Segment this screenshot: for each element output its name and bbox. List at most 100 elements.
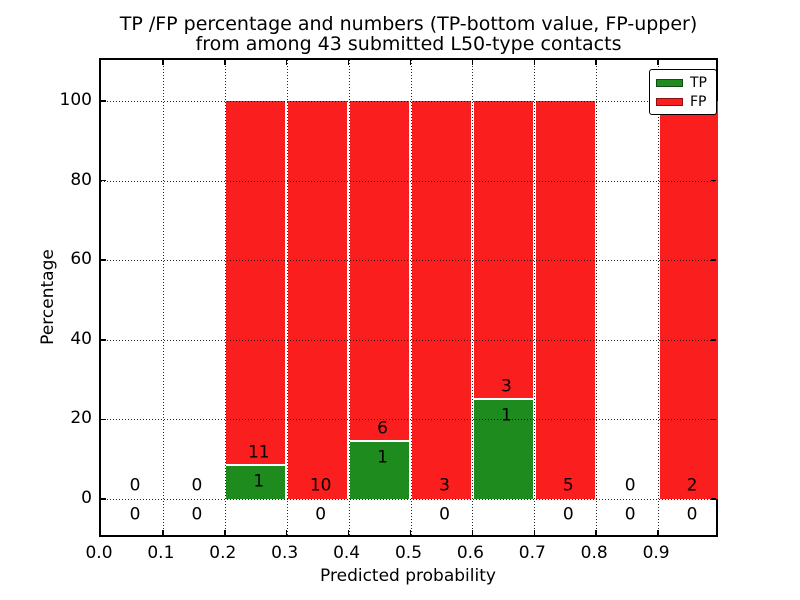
y-tick-left <box>101 418 106 421</box>
bar-count-tp: 0 <box>315 504 327 525</box>
y-tick-left <box>101 498 106 500</box>
x-tick-label: 0.0 <box>85 543 113 563</box>
x-tick-label: 0.5 <box>394 543 423 563</box>
bar-count-fp: 0 <box>191 475 203 496</box>
legend-label-tp: TP <box>690 74 707 91</box>
gridline-x <box>162 60 164 535</box>
bar-count-fp: 0 <box>624 475 636 496</box>
gridline-y <box>101 260 716 262</box>
bar-segment-fp <box>535 101 595 499</box>
y-tick-label: 100 <box>59 90 92 110</box>
y-tick-label: 60 <box>70 249 92 270</box>
bar-count-fp: 3 <box>500 376 512 396</box>
gridline-x <box>224 60 226 535</box>
bar-segment-fp <box>350 101 409 441</box>
bar-count-tp: 0 <box>686 504 698 525</box>
x-tick-bottom <box>409 530 412 535</box>
bar-segment-fp <box>288 101 348 499</box>
y-tick-right <box>711 179 716 182</box>
bar-count-fp: 0 <box>129 475 141 496</box>
bar-segment-fp <box>226 101 286 464</box>
chart-title-line1: TP /FP percentage and numbers (TP-bottom… <box>119 13 698 35</box>
gridline-y <box>101 180 716 182</box>
x-tick-label: 0.9 <box>642 543 670 563</box>
legend: TP FP <box>649 69 717 115</box>
bar-count-fp: 6 <box>377 418 389 439</box>
bar-count-tp: 0 <box>191 504 203 525</box>
bar-segment-tp <box>226 465 286 499</box>
y-tick-right <box>711 259 716 261</box>
y-tick-label: 20 <box>70 408 92 429</box>
x-tick-bottom <box>471 530 474 535</box>
x-tick-label: 0.6 <box>456 543 484 563</box>
x-tick-label: 0.1 <box>147 543 175 563</box>
chart-title: TP /FP percentage and numbers (TP-bottom… <box>99 13 718 54</box>
x-tick-bottom <box>285 530 288 535</box>
x-tick-label: 0.2 <box>209 543 237 563</box>
y-tick-left <box>101 259 106 261</box>
x-tick-top <box>347 60 350 65</box>
x-tick-top <box>224 60 226 65</box>
y-tick-right <box>711 498 716 500</box>
x-tick-label: 0.4 <box>333 543 361 563</box>
x-tick-label: 0.7 <box>518 543 546 563</box>
x-tick-bottom <box>533 530 536 535</box>
bar-count-tp: 1 <box>500 405 512 425</box>
legend-swatch-tp <box>656 78 683 87</box>
legend-entry-fp: FP <box>656 95 710 109</box>
bar-segment-tp <box>473 399 533 499</box>
x-axis-label: Predicted probability <box>320 566 496 586</box>
x-tick-top <box>471 60 474 65</box>
gridline-x <box>348 60 350 535</box>
y-tick-right <box>711 418 716 421</box>
gridline-x <box>472 60 474 535</box>
bar-segment-fp <box>412 101 471 499</box>
bar-segment-fp <box>659 101 719 499</box>
x-tick-top <box>162 60 164 65</box>
y-tick-label: 40 <box>70 328 92 349</box>
y-tick-label: 80 <box>70 169 92 190</box>
bar-segment-fp <box>473 101 533 398</box>
x-tick-label: 0.3 <box>271 543 299 563</box>
bar-count-fp: 10 <box>309 475 332 496</box>
y-tick-right <box>711 339 716 341</box>
bar-count-tp: 0 <box>624 504 636 525</box>
x-tick-bottom <box>162 530 164 535</box>
gridline-x <box>410 60 412 535</box>
x-tick-bottom <box>657 530 659 535</box>
gridline-x <box>286 60 288 535</box>
y-tick-left <box>101 100 106 102</box>
x-tick-top <box>285 60 288 65</box>
bar-count-tp: 0 <box>562 504 574 525</box>
y-tick-left <box>101 339 106 341</box>
x-tick-top <box>657 60 659 65</box>
x-tick-bottom <box>347 530 350 535</box>
bar-count-tp: 1 <box>377 447 389 468</box>
plot-area: TP FP 0 0 0 0 11 1 10 0 6 1 3 0 3 1 5 0 0 0 2 0 <box>99 58 719 537</box>
x-tick-bottom <box>224 530 226 535</box>
bar-count-fp: 3 <box>439 475 450 496</box>
y-tick-label: 0 <box>81 488 92 508</box>
legend-label-fp: FP <box>690 93 707 110</box>
x-tick-top <box>409 60 412 65</box>
legend-entry-tp: TP <box>656 76 710 90</box>
x-tick-top <box>595 60 597 65</box>
bar-count-tp: 0 <box>439 504 450 525</box>
bar-count-tp: 1 <box>253 471 265 492</box>
x-tick-label: 0.8 <box>580 543 608 563</box>
bar-count-fp: 5 <box>562 475 574 496</box>
y-tick-left <box>101 179 106 182</box>
gridline-y <box>101 101 716 102</box>
x-tick-bottom <box>595 530 597 535</box>
x-tick-top <box>533 60 536 65</box>
gridline-x <box>534 60 536 535</box>
gridline-x <box>658 60 660 535</box>
legend-swatch-fp <box>656 97 683 106</box>
gridline-x <box>596 60 598 535</box>
bar-segment-tp <box>350 442 409 499</box>
bar-count-fp: 2 <box>686 475 698 496</box>
bar-count-fp: 11 <box>247 442 270 463</box>
gridline-y <box>101 339 716 341</box>
bar-count-tp: 0 <box>129 504 141 525</box>
